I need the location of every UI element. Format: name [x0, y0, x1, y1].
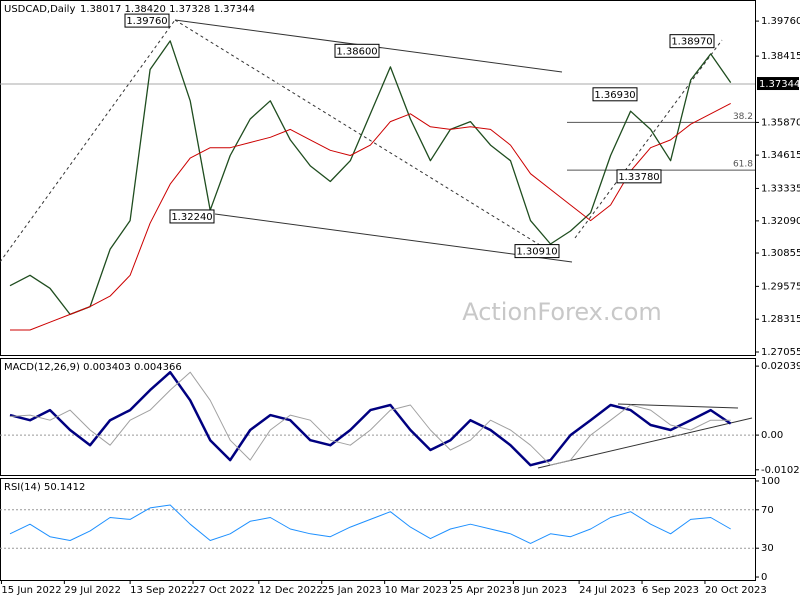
series-line: [10, 102, 731, 331]
annotation-box: [669, 34, 715, 49]
annotation-label: 1.32240: [171, 212, 212, 223]
series-line: [9, 504, 731, 544]
trend-lines: [0, 19, 753, 469]
watermark: ActionForex.com: [462, 298, 662, 326]
y-tick-label: 30: [761, 543, 774, 554]
x-tick-label: 20 Oct 2023: [705, 585, 767, 596]
x-tick-label: 6 Sep 2023: [642, 585, 699, 596]
x-tick-label: 25 Apr 2023: [450, 585, 512, 596]
fib-label: 61.8: [733, 160, 753, 170]
rsi-frame: [0, 478, 756, 581]
y-tick-label: 1.39760: [761, 16, 800, 27]
last-price-box: [757, 77, 799, 91]
y-tick-label: 0.00: [761, 430, 783, 441]
y-tick-label: 0.020399: [761, 361, 800, 372]
y-tick-label: 1.34615: [761, 150, 800, 161]
trend-line: [214, 213, 573, 263]
annotation-box: [592, 87, 638, 102]
frames: [0, 0, 756, 581]
x-tick-label: 29 Jul 2022: [64, 585, 121, 596]
x-tick-label: 25 Jan 2023: [322, 585, 382, 596]
x-tick-label: 13 Sep 2022: [130, 585, 193, 596]
price-frame: [0, 0, 756, 356]
annotation-box: [124, 13, 170, 28]
annotation-label: 1.30910: [516, 247, 557, 258]
y-tick-label: 1.38415: [761, 51, 800, 62]
annotation-label: 1.33780: [618, 172, 659, 183]
trend-line: [174, 19, 549, 251]
annotation-box: [169, 209, 215, 224]
y-tick-label: 1.32090: [761, 216, 800, 227]
y-tick-label: 70: [761, 505, 774, 516]
fib-label: 38.2: [733, 112, 753, 122]
annotation-label: 1.38600: [336, 46, 377, 57]
y-tick-label: 1.28315: [761, 314, 800, 325]
annotation-label: 1.39760: [126, 16, 167, 27]
x-tick-label: 8 Jun 2023: [513, 585, 567, 596]
y-tick-label: 0: [761, 572, 767, 583]
annotation-label: 1.38970: [671, 37, 712, 48]
trend-line: [617, 403, 739, 409]
panel-title: MACD(12,26,9) 0.003403 0.004366: [4, 362, 182, 373]
annotation-box: [514, 244, 560, 259]
annotation-box: [616, 169, 662, 184]
quote: 1.38017 1.38420 1.37328 1.37344: [80, 4, 255, 15]
panel-title: USDCAD,Daily: [4, 4, 75, 15]
y-tick-label: 100: [761, 476, 780, 487]
x-tick-label: 15 Jun 2022: [1, 585, 61, 596]
last-price-label: 1.37344: [759, 79, 800, 90]
x-tick-label: 27 Oct 2022: [193, 585, 255, 596]
macd-frame: [0, 358, 756, 476]
y-tick-label: 1.35870: [761, 117, 800, 128]
y-tick-label: 1.29575: [761, 281, 800, 292]
x-tick-label: 10 Mar 2023: [385, 585, 448, 596]
annotation-box: [334, 43, 380, 58]
y-tick-label: 1.27055: [761, 347, 800, 358]
y-tick-label: 1.33335: [761, 183, 800, 194]
x-tick-label: 24 Jul 2023: [579, 585, 636, 596]
series-line: [9, 370, 732, 467]
trend-line: [574, 39, 723, 239]
series-line: [9, 40, 732, 316]
y-tick-label: 1.30855: [761, 248, 800, 259]
trend-line: [0, 19, 176, 263]
trend-line: [537, 417, 753, 469]
annotation-label: 1.36930: [594, 90, 635, 101]
y-tick-label: -0.01026: [761, 465, 800, 476]
panel-title: RSI(14) 50.1412: [4, 482, 85, 493]
x-tick-label: 12 Dec 2022: [259, 585, 323, 596]
series-line: [9, 371, 731, 466]
